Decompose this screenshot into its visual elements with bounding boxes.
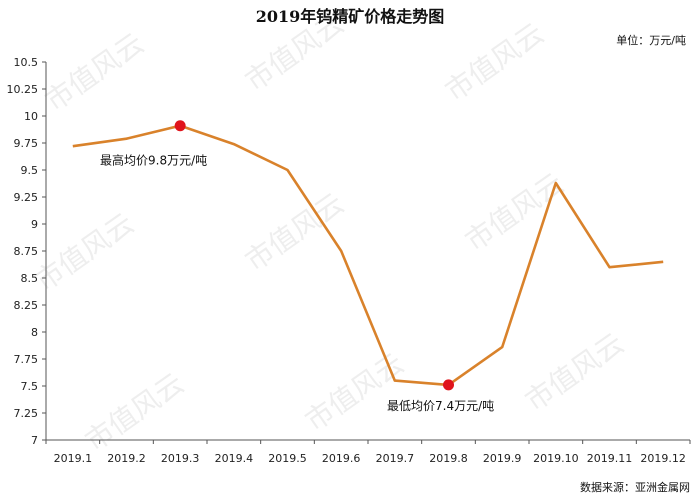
- y-tick-labels: 7 7.25 7.5 7.75 8 8.25 8.5 8.75 9 9.25 9.5 9.75 10 10…: [7, 56, 46, 447]
- watermark-text: 市值风云: [79, 367, 190, 458]
- y-tick-label: 8: [31, 326, 38, 339]
- x-tick-label: 2019.6: [322, 452, 361, 465]
- x-tick-label: 2019.9: [483, 452, 522, 465]
- max-annotation: 最高均价9.8万元/吨: [100, 153, 207, 168]
- watermark-text: 市值风云: [299, 347, 410, 438]
- watermark-text: 市值风云: [439, 17, 550, 108]
- x-tick-label: 2019.4: [215, 452, 254, 465]
- watermark-text: 市值风云: [459, 167, 570, 258]
- y-tick-label: 9.5: [21, 164, 39, 177]
- watermark-text: 市值风云: [239, 187, 350, 278]
- y-tick-label: 8.75: [14, 245, 39, 258]
- max-point-marker: [174, 120, 186, 132]
- y-tick-label: 8.25: [14, 299, 39, 312]
- x-tick-label: 2019.1: [54, 452, 93, 465]
- series-line: [72, 124, 664, 387]
- x-tick-labels: 2019.1 2019.2 2019.3 2019.4 2019.5 2019.6 2019…: [45, 440, 691, 465]
- y-tick-label: 7.5: [21, 380, 39, 393]
- x-tick-label: 2019.7: [376, 452, 415, 465]
- x-tick-label: 2019.12: [640, 452, 686, 465]
- y-tick-label: 10.5: [14, 56, 39, 69]
- min-annotation: 最低均价7.4万元/吨: [387, 399, 494, 413]
- y-tick-label: 9: [31, 218, 38, 231]
- x-tick-label: 2019.11: [587, 452, 633, 465]
- watermark-text: 市值风云: [519, 327, 630, 418]
- y-tick-label: 9.25: [14, 191, 39, 204]
- highlight-markers: [174, 120, 454, 391]
- chart-title: 2019年钨精矿价格走势图: [256, 7, 445, 26]
- min-point-marker: [443, 379, 454, 391]
- x-tick-label: 2019.2: [107, 452, 146, 465]
- x-tick-label: 2019.10: [533, 452, 579, 465]
- y-tick-label: 8.5: [21, 272, 39, 285]
- y-tick-label: 7: [31, 434, 38, 447]
- watermark-text: 市值风云: [39, 27, 150, 118]
- x-tick-label: 2019.8: [429, 452, 468, 465]
- y-tick-label: 9.75: [14, 137, 39, 150]
- x-tick-label: 2019.5: [268, 452, 307, 465]
- y-tick-label: 10: [24, 110, 38, 123]
- source-note: 数据来源：亚洲金属网: [580, 480, 690, 494]
- x-tick-label: 2019.3: [161, 452, 200, 465]
- y-tick-label: 7.25: [14, 407, 39, 420]
- y-tick-label: 10.25: [7, 83, 39, 96]
- unit-label: 单位：万元/吨: [616, 33, 686, 47]
- y-tick-label: 7.75: [14, 353, 39, 366]
